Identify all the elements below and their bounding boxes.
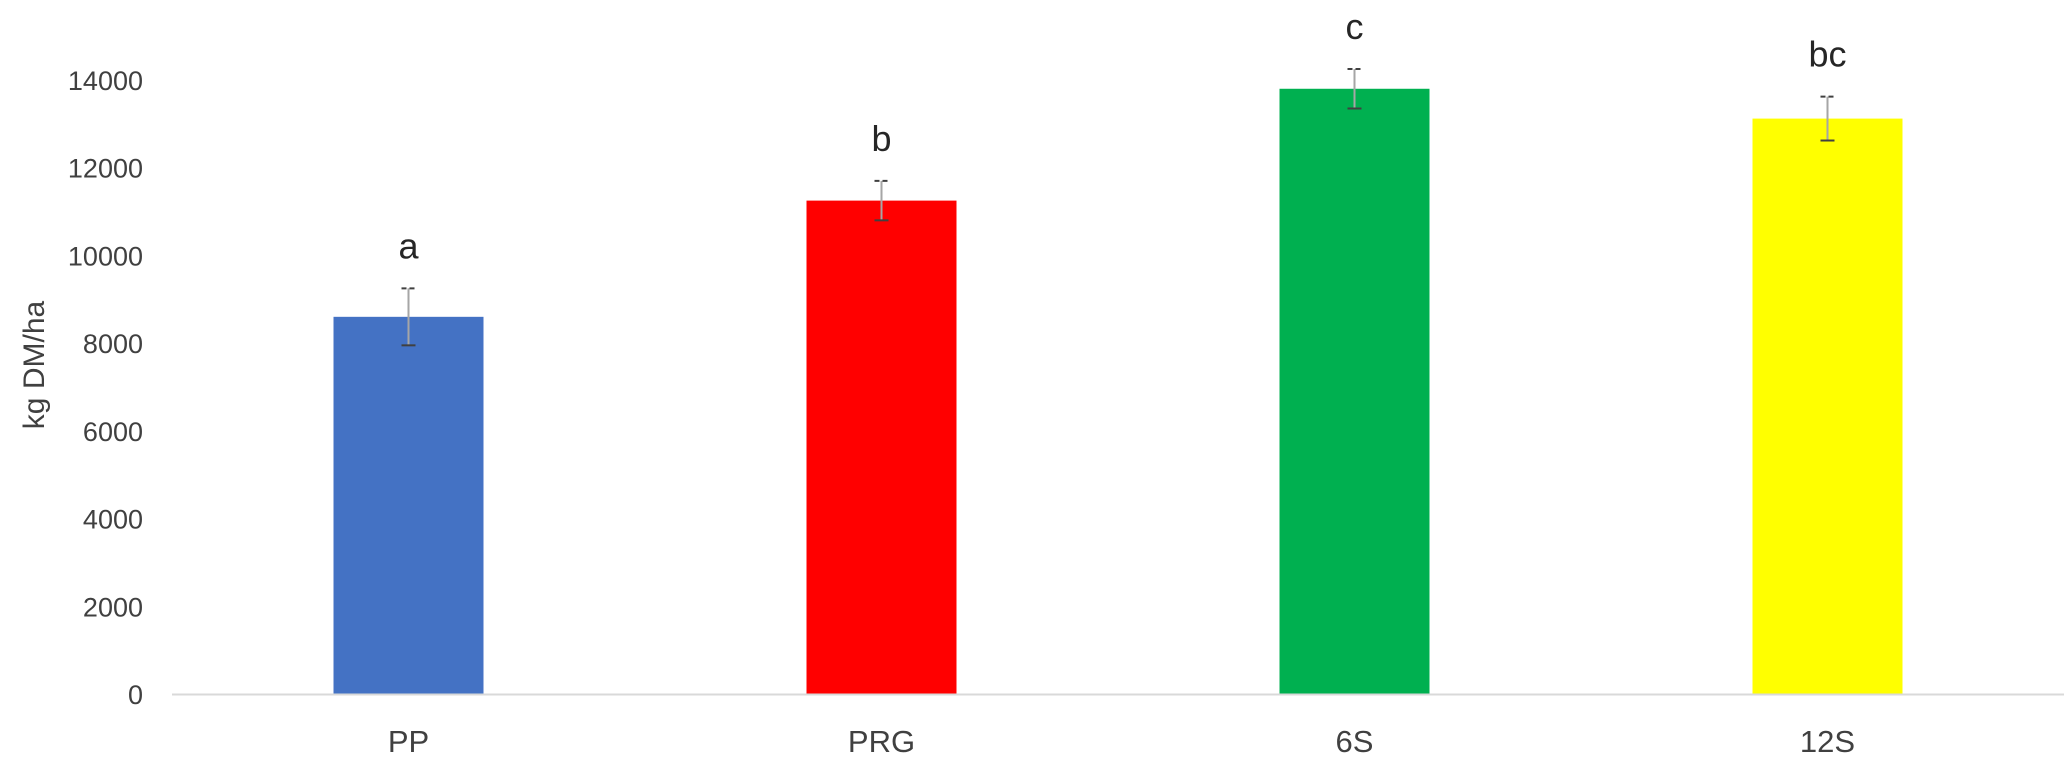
error-bar-12s	[1820, 95, 1835, 142]
bar-6s	[1279, 88, 1430, 695]
y-tick-label: 8000	[83, 329, 143, 359]
significance-letter-pp: a	[398, 225, 419, 266]
significance-letter-12s: bc	[1808, 34, 1846, 75]
bar-12s	[1752, 118, 1903, 694]
y-tick-label: 2000	[83, 592, 143, 622]
significance-letter-prg: b	[871, 118, 891, 159]
y-tick-label: 0	[128, 680, 143, 710]
x-tick-label-pp: PP	[388, 724, 429, 758]
x-tick-label-6s: 6S	[1336, 724, 1374, 758]
x-tick-label-prg: PRG	[848, 724, 915, 758]
bar-pp	[333, 316, 484, 694]
y-axis-ticks: 0 2000 4000 6000 8000 10000 12000 14000	[68, 66, 143, 710]
error-bar-6s	[1347, 68, 1362, 110]
y-tick-label: 14000	[68, 66, 143, 96]
y-tick-label: 10000	[68, 241, 143, 271]
error-bar-prg	[874, 179, 889, 222]
y-tick-label: 4000	[83, 505, 143, 535]
bar-prg	[806, 200, 957, 694]
error-bars	[401, 68, 1835, 347]
y-axis-title: kg DM/ha	[18, 301, 51, 430]
y-tick-label: 12000	[68, 154, 143, 184]
x-axis-labels: PP PRG 6S 12S	[388, 724, 1855, 758]
significance-letter-6s: c	[1346, 6, 1364, 47]
x-tick-label-12s: 12S	[1800, 724, 1855, 758]
error-bar-pp	[401, 287, 416, 347]
y-tick-label: 6000	[83, 417, 143, 447]
bars	[333, 88, 1903, 695]
y-axis-title-group: kg DM/ha	[18, 301, 51, 430]
